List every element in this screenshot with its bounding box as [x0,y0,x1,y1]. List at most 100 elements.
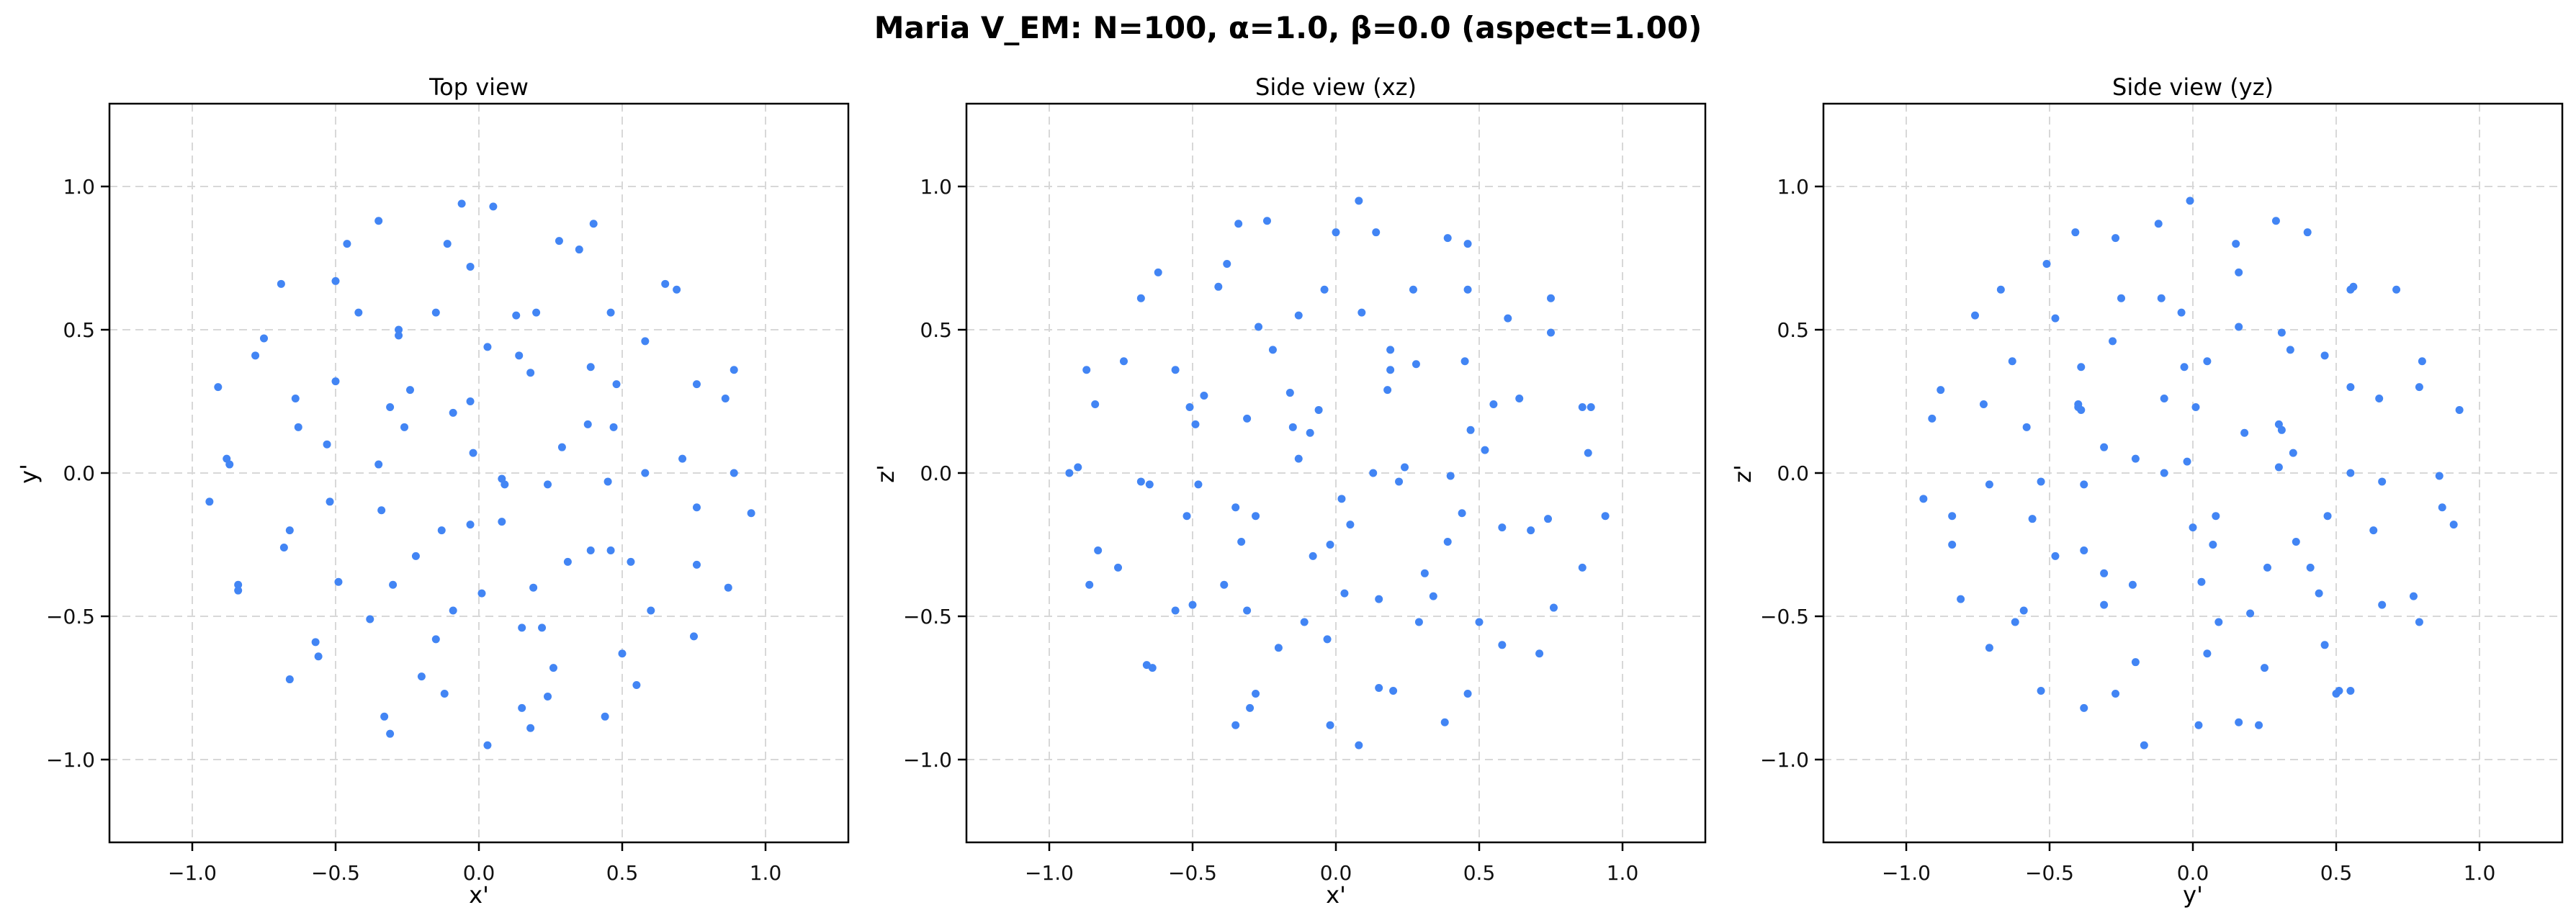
scatter-point [386,729,395,738]
scatter-point [2109,337,2117,346]
scatter-point [2111,234,2120,243]
scatter-point [1231,721,1240,729]
scatter-point [1504,314,1512,323]
y-tick-label: 0.0 [63,462,95,485]
subplot3-title: Side view (yz) [2112,73,2274,101]
scatter-point [526,369,535,377]
scatter-point [1346,521,1355,529]
scatter-point [2271,217,2280,225]
scatter-point [2263,563,2271,572]
scatter-point [1309,551,1317,560]
scatter-point [2438,503,2446,512]
scatter-point [2335,686,2343,695]
scatter-point [2160,395,2168,403]
scatter-point [1136,294,1145,302]
scatter-point [1386,346,1395,354]
scatter-point [2449,521,2458,529]
scatter-point [2378,477,2387,486]
scatter-point [1262,217,1271,225]
subplot3-axes: −1.0 −1.0 −0.5 −0.5 0.0 0.0 0.5 0.5 1.0 1.0 [1760,102,2564,885]
scatter-point [1498,641,1507,649]
subplot1-title: Top view [429,73,529,101]
scatter-point [1527,526,1535,535]
scatter-point [692,560,701,569]
x-tick-label: 0.0 [1320,861,1352,885]
scatter-point [377,506,386,515]
scatter-point [1414,618,1423,626]
x-tick-label: 0.5 [2320,861,2353,885]
scatter-point [2232,240,2240,248]
scatter-point [483,741,492,749]
scatter-point [1185,402,1194,411]
scatter-point [374,460,383,469]
scatter-point [1389,686,1398,695]
scatter-point [498,518,506,526]
y-tick-label: 0.5 [1777,318,1809,342]
scatter-point [563,557,572,566]
scatter-point [405,386,414,395]
scatter-point [632,681,641,690]
scatter-point [1463,240,1472,248]
scatter-point [1383,386,1392,395]
scatter-point [277,279,285,288]
y-tick-label: 1.0 [63,175,95,199]
scatter-point [538,623,547,632]
scatter-point [1194,480,1203,489]
scatter-point [606,546,615,554]
scatter-point [2235,323,2243,331]
scatter-point [1082,366,1091,374]
x-tick-label: −0.5 [2025,861,2074,885]
scatter-point [1332,228,1340,237]
scatter-point [1515,395,1524,403]
scatter-point [1601,512,1610,521]
scatter-point [469,449,477,457]
scatter-point [1401,463,1409,472]
scatter-point [1549,603,1558,612]
scatter-point [2261,664,2268,672]
scatter-point [544,480,552,489]
scatter-point [515,351,524,360]
scatter-point [2209,541,2217,549]
scatter-point [234,586,243,595]
scatter-point [2071,228,2080,237]
scatter-point [1171,366,1180,374]
scatter-point [2191,402,2200,411]
x-tick-label: −1.0 [1882,861,1931,885]
scatter-point [205,497,214,506]
scatter-point [2203,357,2212,366]
scatter-point [1182,512,1191,521]
scatter-point [1481,446,1489,454]
scatter-point [2392,285,2401,294]
scatter-point [2028,515,2037,523]
scatter-point [1294,454,1303,463]
scatter-point [555,237,563,246]
scatter-point [612,380,621,389]
scatter-point [1985,480,1993,489]
scatter-point [1948,541,1957,549]
scatter-point [721,395,730,403]
scatter-point [1919,495,1928,503]
subplot2-axes: −1.0 −1.0 −0.5 −0.5 0.0 0.0 0.5 0.5 1.0 1.0 [903,102,1707,885]
y-tick-label: −1.0 [46,748,95,772]
scatter-point [2203,649,2212,658]
scatter-point [544,692,552,701]
scatter-point [380,712,389,721]
scatter-point [641,337,650,346]
scatter-point [1547,294,1555,302]
scatter-point [1375,684,1383,692]
scatter-point [589,220,598,228]
scatter-point [1237,538,1246,546]
scatter-point [2246,609,2255,618]
scatter-point [1355,197,1363,205]
scatter-point [1372,228,1381,237]
scatter-point [1326,541,1334,549]
scatter-point [1446,472,1455,480]
scatter-point [549,664,557,672]
scatter-point [2051,314,2060,323]
scatter-point [1458,509,1466,518]
x-tick-label: −1.0 [168,861,217,885]
scatter-point [1440,718,1449,726]
scatter-point [1188,600,1197,609]
scatter-point [2080,480,2088,489]
scatter-point [466,262,475,271]
